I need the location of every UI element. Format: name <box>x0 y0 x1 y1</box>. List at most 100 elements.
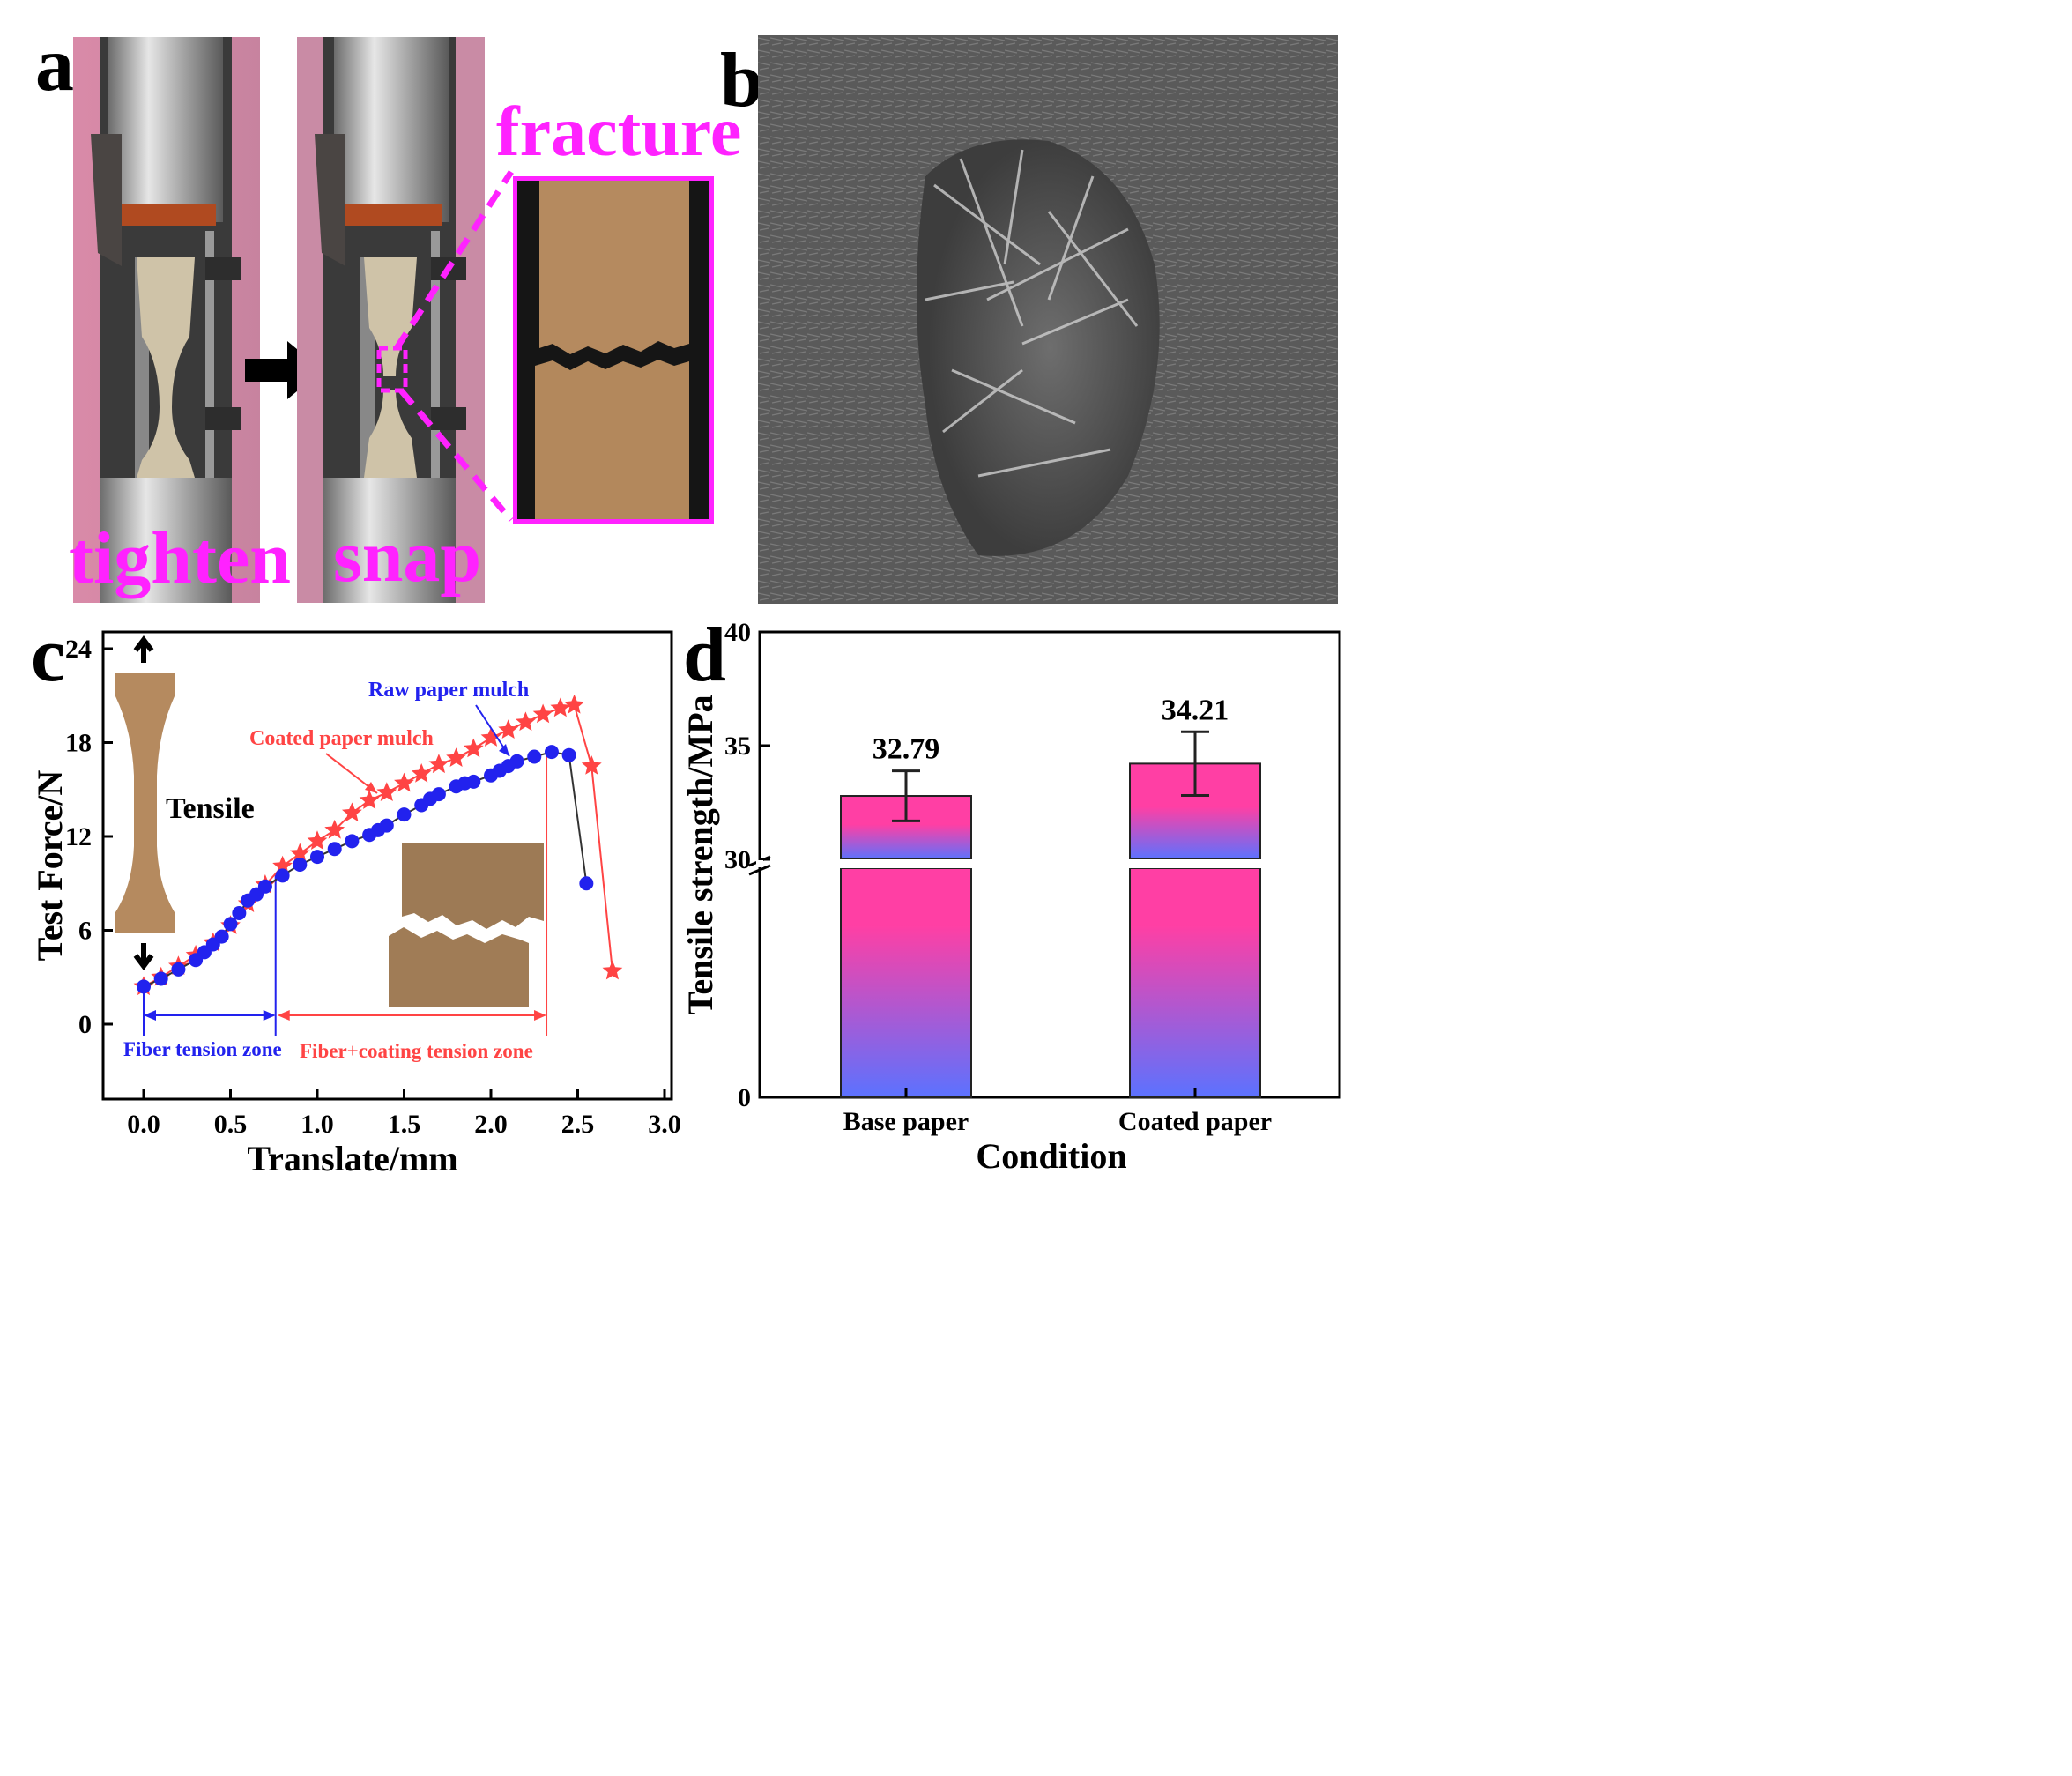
tensile-machine-illustration-2 <box>297 37 485 603</box>
chart-c-y-axis-label: Test Force/N <box>30 770 70 962</box>
bar-lower-segment <box>840 867 972 1098</box>
panel-letter-a: a <box>35 22 74 108</box>
data-point-star <box>602 960 623 980</box>
panel-letter-b: b <box>720 38 763 123</box>
data-point-star <box>516 711 536 732</box>
inset-label-tensile: Tensile <box>166 792 255 825</box>
chart-c-series <box>133 694 623 996</box>
data-point-circle <box>171 962 186 977</box>
data-point-star <box>272 855 293 875</box>
data-point-circle <box>527 749 542 764</box>
data-point-star <box>498 719 519 739</box>
coating-zone-arrowhead-right <box>534 1010 547 1021</box>
y-tick-label: 0 <box>78 1010 92 1039</box>
bar-lower-segment <box>1129 867 1261 1098</box>
tensile-machine-illustration-1 <box>73 37 260 603</box>
y-tick-label: 35 <box>724 732 751 761</box>
annotation-coated-paper-mulch: Coated paper mulch <box>249 727 434 750</box>
label-tighten: tighten <box>69 517 291 599</box>
tensile-specimen-inset <box>115 635 175 970</box>
label-snap: snap <box>333 516 482 598</box>
y-tick-label: 0 <box>738 1083 751 1112</box>
chart-c-x-ticks: 0.0 0.5 1.0 1.5 2.0 2.5 3.0 <box>127 1089 681 1139</box>
y-tick-label: 12 <box>65 822 92 851</box>
data-point-circle <box>257 879 272 894</box>
data-point-star <box>411 763 432 783</box>
data-point-circle <box>431 787 446 802</box>
data-point-circle <box>137 979 151 994</box>
tensile-strength-bar-chart: 32.79 Base paper 34.21 Coated paper 0 30 35 40… <box>680 618 1341 1176</box>
tensile-force-line-chart: 0 6 12 18 24 0.0 0.5 1.0 1.5 2.0 2.5 3.0 Tensile R… <box>30 630 681 1178</box>
up-arrow-icon <box>133 635 154 663</box>
data-point-star <box>532 703 553 724</box>
chart-d-bars: 32.79 Base paper 34.21 Coated paper <box>761 694 1338 1136</box>
raw-annotation-arrowhead <box>499 744 509 756</box>
data-point-star <box>307 830 328 850</box>
y-tick-label: 24 <box>65 635 92 664</box>
data-point-circle <box>223 917 238 932</box>
x-category-label: Base paper <box>843 1107 969 1136</box>
x-tick-label: 2.0 <box>474 1110 508 1139</box>
y-tick-label: 18 <box>65 729 92 758</box>
chart-d-x-axis-label: Condition <box>976 1136 1126 1176</box>
axis-break-gap <box>756 860 763 867</box>
x-tick-label: 0.0 <box>127 1110 160 1139</box>
chart-c-plot-frame <box>101 630 673 1101</box>
chart-d-y-axis-label: Tensile strength/MPa <box>680 695 720 1014</box>
y-tick-label: 6 <box>78 917 92 946</box>
coated-annotation-arrowhead <box>365 782 377 793</box>
data-point-circle <box>579 876 594 891</box>
sem-fiber-micrograph <box>758 35 1338 604</box>
zoom-callout-lines <box>376 170 514 523</box>
fracture-zoom-image <box>513 176 714 524</box>
data-point-circle <box>379 818 394 833</box>
fiber-zone-arrowhead-right <box>263 1010 276 1021</box>
x-tick-label: 2.5 <box>561 1110 595 1139</box>
data-point-star <box>324 819 345 839</box>
data-point-star <box>376 782 397 801</box>
data-point-circle <box>544 745 559 760</box>
data-point-star <box>463 738 484 758</box>
data-point-circle <box>153 971 168 986</box>
data-point-star <box>550 697 571 717</box>
data-point-circle <box>275 868 290 883</box>
chart-c-x-axis-label: Translate/mm <box>247 1139 457 1178</box>
zone-label-fiber-coating-tension: Fiber+coating tension zone <box>300 1040 533 1062</box>
data-point-star <box>428 754 449 774</box>
data-point-star <box>342 802 362 822</box>
photo-snap <box>297 37 485 603</box>
data-point-circle <box>327 842 342 857</box>
axis-break-band <box>761 859 1338 868</box>
chart-d-y-ticks: 0 30 35 40 <box>724 618 1197 1112</box>
x-tick-label: 1.5 <box>388 1110 421 1139</box>
data-point-star <box>480 727 501 747</box>
x-category-label: Coated paper <box>1118 1107 1272 1136</box>
y-tick-label: 40 <box>724 618 751 647</box>
data-point-circle <box>214 929 229 944</box>
coating-zone-arrowhead-left <box>277 1010 290 1021</box>
data-point-circle <box>509 754 524 769</box>
sem-image <box>758 35 1338 604</box>
y-tick-label: 30 <box>724 845 751 874</box>
fractured-paper-inset <box>389 843 544 1007</box>
data-point-circle <box>466 774 481 789</box>
down-arrow-icon <box>133 943 154 970</box>
annotation-raw-paper-mulch: Raw paper mulch <box>368 679 529 702</box>
fractured-paper-strip <box>517 181 709 519</box>
x-tick-label: 3.0 <box>648 1110 681 1139</box>
photo-tighten <box>73 37 260 603</box>
bar-value-label: 34.21 <box>1162 694 1229 726</box>
panel-letter-d: d <box>683 613 726 698</box>
data-point-star <box>564 694 584 714</box>
chart-c-y-ticks: 0 6 12 18 24 <box>65 635 113 1039</box>
fiber-zone-arrowhead-left <box>144 1010 156 1021</box>
data-point-star <box>394 772 414 792</box>
data-point-circle <box>310 850 324 865</box>
x-tick-label: 0.5 <box>214 1110 248 1139</box>
x-tick-label: 1.0 <box>301 1110 334 1139</box>
data-point-star <box>289 843 310 863</box>
data-point-circle <box>345 834 360 849</box>
data-point-circle <box>397 807 412 822</box>
data-point-circle <box>561 747 576 762</box>
data-point-circle <box>293 857 308 872</box>
